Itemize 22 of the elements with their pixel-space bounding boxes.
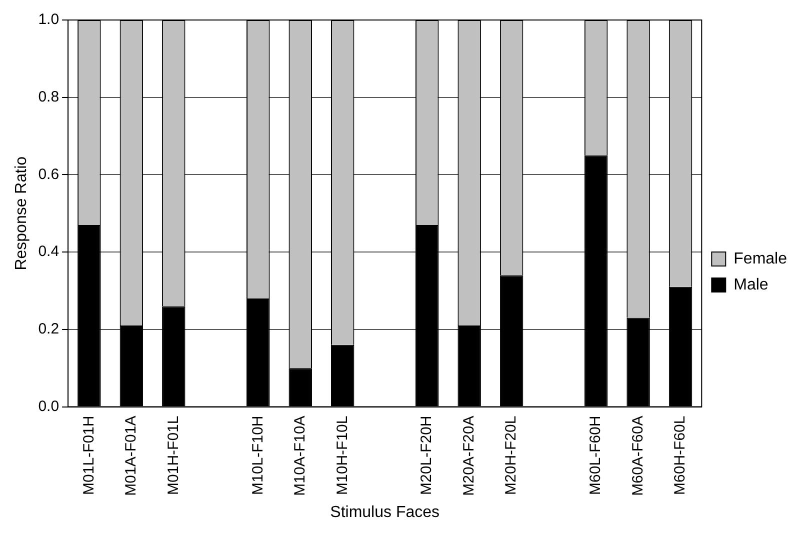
x-tick-label: M60A-F60A bbox=[629, 416, 646, 496]
y-tick-label: 0.0 bbox=[38, 398, 60, 415]
x-tick-label: M60H-F60L bbox=[672, 416, 689, 495]
x-tick-label: M20L-F20H bbox=[418, 416, 436, 495]
legend-label: Female bbox=[734, 250, 788, 268]
x-tick-label: M10H-F10L bbox=[334, 416, 351, 495]
y-tick-label: 0.8 bbox=[38, 88, 60, 106]
legend-label: Male bbox=[734, 276, 768, 294]
x-tick-label: M60L-F60H bbox=[587, 416, 604, 495]
x-tick-label: M10L-F10H bbox=[249, 416, 266, 495]
y-tick-label: 0.2 bbox=[38, 320, 60, 338]
x-tick-label: M01A-F01A bbox=[122, 416, 140, 496]
x-tick-label: M10A-F10A bbox=[292, 416, 309, 496]
x-tick-label: M20H-F20L bbox=[502, 416, 520, 495]
x-tick-label: M01L-F01H bbox=[80, 416, 98, 495]
y-tick-label: 0.4 bbox=[38, 243, 60, 260]
y-tick-label: 0.6 bbox=[38, 166, 60, 183]
x-tick-label: M01H-F01L bbox=[164, 416, 182, 495]
x-axis-title: Stimulus Faces bbox=[330, 504, 440, 521]
x-tick-label: M20A-F20A bbox=[460, 416, 478, 496]
y-tick-label: 1.0 bbox=[38, 11, 60, 28]
y-axis-title: Response Ratio bbox=[13, 156, 30, 270]
